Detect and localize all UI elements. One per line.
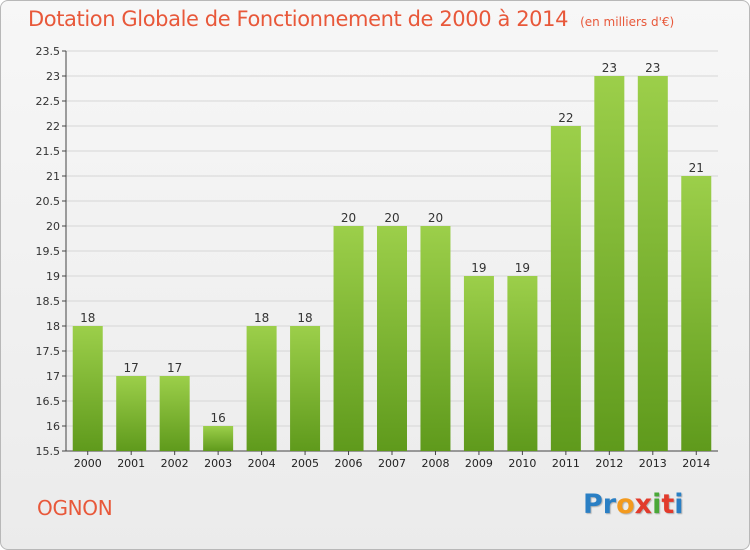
bar xyxy=(203,426,234,451)
bar xyxy=(420,226,451,451)
data-label: 16 xyxy=(210,411,225,425)
data-label: 20 xyxy=(428,211,443,225)
data-label: 22 xyxy=(558,111,573,125)
unit-note: (en milliers d'€) xyxy=(580,15,675,29)
x-tick-label: 2002 xyxy=(161,457,189,470)
bar xyxy=(246,326,277,451)
y-tick-label: 16.5 xyxy=(36,395,61,408)
y-tick-label: 20 xyxy=(46,220,60,233)
data-label: 17 xyxy=(124,361,139,375)
bars xyxy=(72,76,712,451)
bar xyxy=(333,226,364,451)
y-tick-label: 17.5 xyxy=(36,345,61,358)
bar xyxy=(594,76,625,451)
y-tick-label: 19 xyxy=(46,270,60,283)
logo-part: i xyxy=(674,489,684,520)
data-labels: 18 17 17 16 18 18 20 20 20 19 19 22 23 23 21 xyxy=(80,61,704,425)
data-label: 23 xyxy=(602,61,617,75)
bar xyxy=(377,226,407,451)
y-tick-label: 22.5 xyxy=(36,95,61,108)
logo-part: Pr xyxy=(583,489,617,520)
bar xyxy=(463,276,494,451)
data-label: 17 xyxy=(167,361,182,375)
data-label: 18 xyxy=(297,311,312,325)
bar xyxy=(159,376,190,451)
y-tick-label: 18.5 xyxy=(36,295,61,308)
logo-part: t xyxy=(661,489,675,520)
y-tick-labels: 15.5 16 16.5 17 17.5 18 18.5 19 19.5 20 20.5 21 21.5… xyxy=(36,45,61,458)
y-tick-label: 22 xyxy=(46,120,60,133)
logo-part: o xyxy=(616,489,635,520)
chart-title: Dotation Globale de Fonctionnement de 20… xyxy=(28,7,674,31)
x-tick-label: 2010 xyxy=(508,457,536,470)
data-label: 20 xyxy=(341,211,356,225)
y-tick-label: 19.5 xyxy=(36,245,61,258)
x-tick-label: 2012 xyxy=(595,457,623,470)
x-tick-label: 2006 xyxy=(335,457,363,470)
y-tick-label: 18 xyxy=(46,320,60,333)
data-label: 19 xyxy=(515,261,530,275)
x-tick-label: 2000 xyxy=(74,457,102,470)
data-label: 20 xyxy=(384,211,399,225)
proxiti-logo: Proxiti xyxy=(583,489,684,520)
x-tick-label: 2003 xyxy=(204,457,232,470)
bar xyxy=(72,326,103,451)
y-tick-label: 21.5 xyxy=(36,145,61,158)
y-tick-label: 17 xyxy=(46,370,60,383)
y-tick-label: 21 xyxy=(46,170,60,183)
bar xyxy=(116,376,147,451)
commune-name: OGNON xyxy=(37,496,113,520)
logo-part: x xyxy=(634,489,653,520)
logo-part: i xyxy=(652,489,662,520)
x-tick-label: 2001 xyxy=(117,457,145,470)
y-tick-label: 23.5 xyxy=(36,45,61,58)
data-label: 18 xyxy=(80,311,95,325)
x-tick-label: 2008 xyxy=(421,457,449,470)
x-tick-label: 2004 xyxy=(248,457,276,470)
y-tick-label: 20.5 xyxy=(36,195,61,208)
y-tick-label: 23 xyxy=(46,70,60,83)
bar xyxy=(637,76,668,451)
x-tick-label: 2013 xyxy=(639,457,667,470)
data-label: 19 xyxy=(471,261,486,275)
data-label: 18 xyxy=(254,311,269,325)
x-tick-labels: 2000 2001 2002 2003 2004 2005 2006 2007 2008 2009… xyxy=(74,457,711,470)
x-tick-label: 2007 xyxy=(378,457,406,470)
x-tick-label: 2011 xyxy=(552,457,580,470)
y-tick-label: 15.5 xyxy=(36,445,61,458)
bar xyxy=(290,326,321,451)
x-tick-label: 2014 xyxy=(682,457,710,470)
data-label: 21 xyxy=(689,161,704,175)
bar xyxy=(550,126,581,451)
title-text: Dotation Globale de Fonctionnement de 20… xyxy=(28,7,569,31)
bar xyxy=(681,176,712,451)
bar xyxy=(507,276,538,451)
data-label: 23 xyxy=(645,61,660,75)
x-tick-label: 2009 xyxy=(465,457,493,470)
x-tick-label: 2005 xyxy=(291,457,319,470)
y-tick-label: 16 xyxy=(46,420,60,433)
